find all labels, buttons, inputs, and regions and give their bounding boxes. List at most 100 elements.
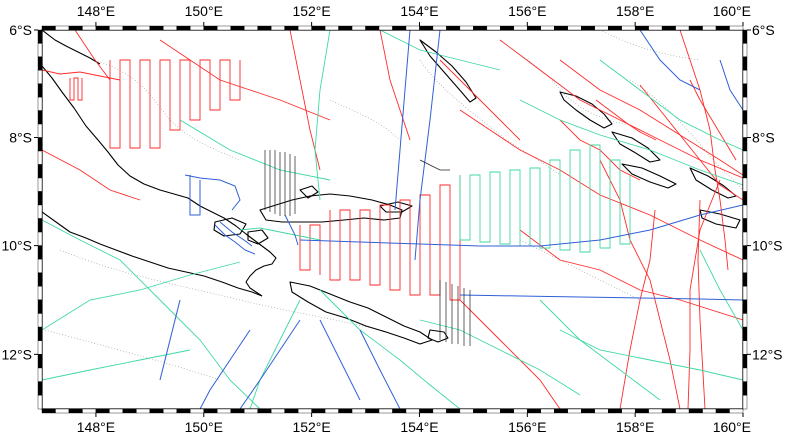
frame-segment-top — [554, 25, 568, 31]
coastline-santa-isabel — [689, 167, 737, 199]
frame-segment-top — [41, 25, 56, 31]
frame-segment-bottom — [378, 408, 393, 414]
green-survey-tracks — [42, 30, 743, 409]
frame-segment-top — [621, 25, 636, 31]
left-lat-label: 8°S — [9, 130, 32, 146]
frame-segment-bottom — [688, 408, 703, 414]
right-lat-label: 6°S — [752, 22, 775, 38]
frame-segment-right — [742, 204, 748, 219]
frame-segment-top — [729, 25, 744, 31]
frame-segment-right — [742, 137, 748, 152]
bathymetry-dots — [44, 30, 743, 381]
frame-segment-top — [513, 25, 528, 31]
frame-checkers — [34, 22, 751, 417]
frame-segment-bottom — [230, 408, 245, 414]
frame-segment-top — [176, 25, 191, 31]
top-lon-label: 150°E — [185, 3, 223, 19]
frame-segment-bottom — [405, 408, 420, 414]
coastline-east-cape — [245, 245, 277, 297]
frame-segment-bottom — [284, 408, 299, 414]
frame-segment-right — [742, 313, 748, 328]
frame-segment-bottom — [324, 408, 339, 414]
frame-segment-left — [37, 258, 43, 273]
frame-segment-right — [742, 150, 748, 165]
frame-segment-bottom — [432, 408, 447, 414]
frame-segment-top — [432, 25, 447, 31]
frame-segment-right — [742, 272, 748, 287]
frame-segment-bottom — [527, 408, 541, 414]
frame-segment-top — [567, 25, 582, 31]
frame-segment-right — [742, 231, 748, 246]
frame-segment-top — [257, 25, 272, 31]
coastline-guadalcanal — [699, 209, 741, 229]
frame-segment-right — [742, 286, 748, 301]
frame-segment-bottom — [176, 408, 191, 414]
frame-segment-top — [634, 25, 649, 31]
dark-survey-grids — [264, 150, 471, 346]
bottom-lon-label: 150°E — [185, 419, 223, 435]
frame-segment-top — [648, 25, 663, 31]
frame-segment-left — [37, 204, 43, 219]
frame-segment-top — [419, 25, 434, 31]
frame-segment-left — [37, 218, 43, 233]
bottom-lon-label: 158°E — [616, 419, 654, 435]
bottom-axis-labels: 148°E 150°E 152°E 154°E 156°E 158°E 160°E — [77, 419, 751, 435]
coastline-huon-gulf — [42, 30, 101, 65]
frame-segment-bottom — [365, 408, 380, 414]
frame-segment-left — [37, 381, 43, 396]
frame-segment-top — [136, 25, 151, 31]
right-lat-label: 10°S — [752, 238, 783, 254]
frame-segment-top — [149, 25, 164, 31]
frame-segment-left — [37, 231, 43, 246]
frame-segment-bottom — [203, 408, 218, 414]
coastline-dentrecasteaux — [213, 217, 247, 237]
frame-segment-right — [742, 110, 748, 125]
frame-segment-top — [688, 25, 703, 31]
frame-segment-left — [37, 70, 43, 84]
frame-segment-left — [37, 83, 43, 98]
frame-segment-top — [527, 25, 541, 31]
frame-segment-top — [378, 25, 393, 31]
frame-segment-left — [37, 29, 43, 44]
frame-segment-bottom — [163, 408, 178, 414]
frame-segment-top — [163, 25, 178, 31]
coastline-goodenough — [247, 229, 269, 245]
coastline-mainland-south — [42, 211, 263, 297]
blue-survey-tracks — [159, 30, 743, 409]
frame-segment-right — [742, 245, 748, 260]
frame-segment-top — [82, 25, 97, 31]
left-lat-label: 6°S — [9, 22, 32, 38]
frame-segment-bottom — [55, 408, 70, 414]
coastline-new-georgia — [621, 163, 677, 189]
frame-segment-right — [742, 70, 748, 84]
coastline-louisiade — [289, 281, 433, 345]
frame-segment-right — [742, 56, 748, 71]
frame-segment-left — [37, 245, 43, 260]
frame-segment-left — [37, 56, 43, 71]
frame-segment-left — [37, 326, 43, 341]
frame-segment-top — [230, 25, 245, 31]
frame-segment-bottom — [136, 408, 151, 414]
frame-segment-top — [203, 25, 218, 31]
frame-segment-top — [675, 25, 690, 31]
coastline-rossel — [427, 329, 449, 343]
frame-segment-bottom — [297, 408, 312, 414]
frame-segment-top — [217, 25, 231, 31]
frame-segment-bottom — [122, 408, 137, 414]
top-axis-labels: 148°E 150°E 152°E 154°E 156°E 158°E 160°E — [77, 3, 751, 19]
frame-segment-right — [742, 43, 748, 58]
frame-segment-top — [95, 25, 110, 31]
top-lon-label: 158°E — [616, 3, 654, 19]
top-lon-label: 148°E — [77, 3, 115, 19]
frame-segment-left — [37, 286, 43, 301]
frame-segment-right — [742, 29, 748, 44]
frame-segment-bottom — [661, 408, 676, 414]
map-frame — [34, 22, 751, 417]
frame-segment-top — [270, 25, 285, 31]
frame-segment-bottom — [594, 408, 609, 414]
frame-segment-top — [68, 25, 83, 31]
frame-segment-top — [500, 25, 515, 31]
frame-segment-bottom — [338, 408, 353, 414]
frame-segment-top — [244, 25, 258, 31]
